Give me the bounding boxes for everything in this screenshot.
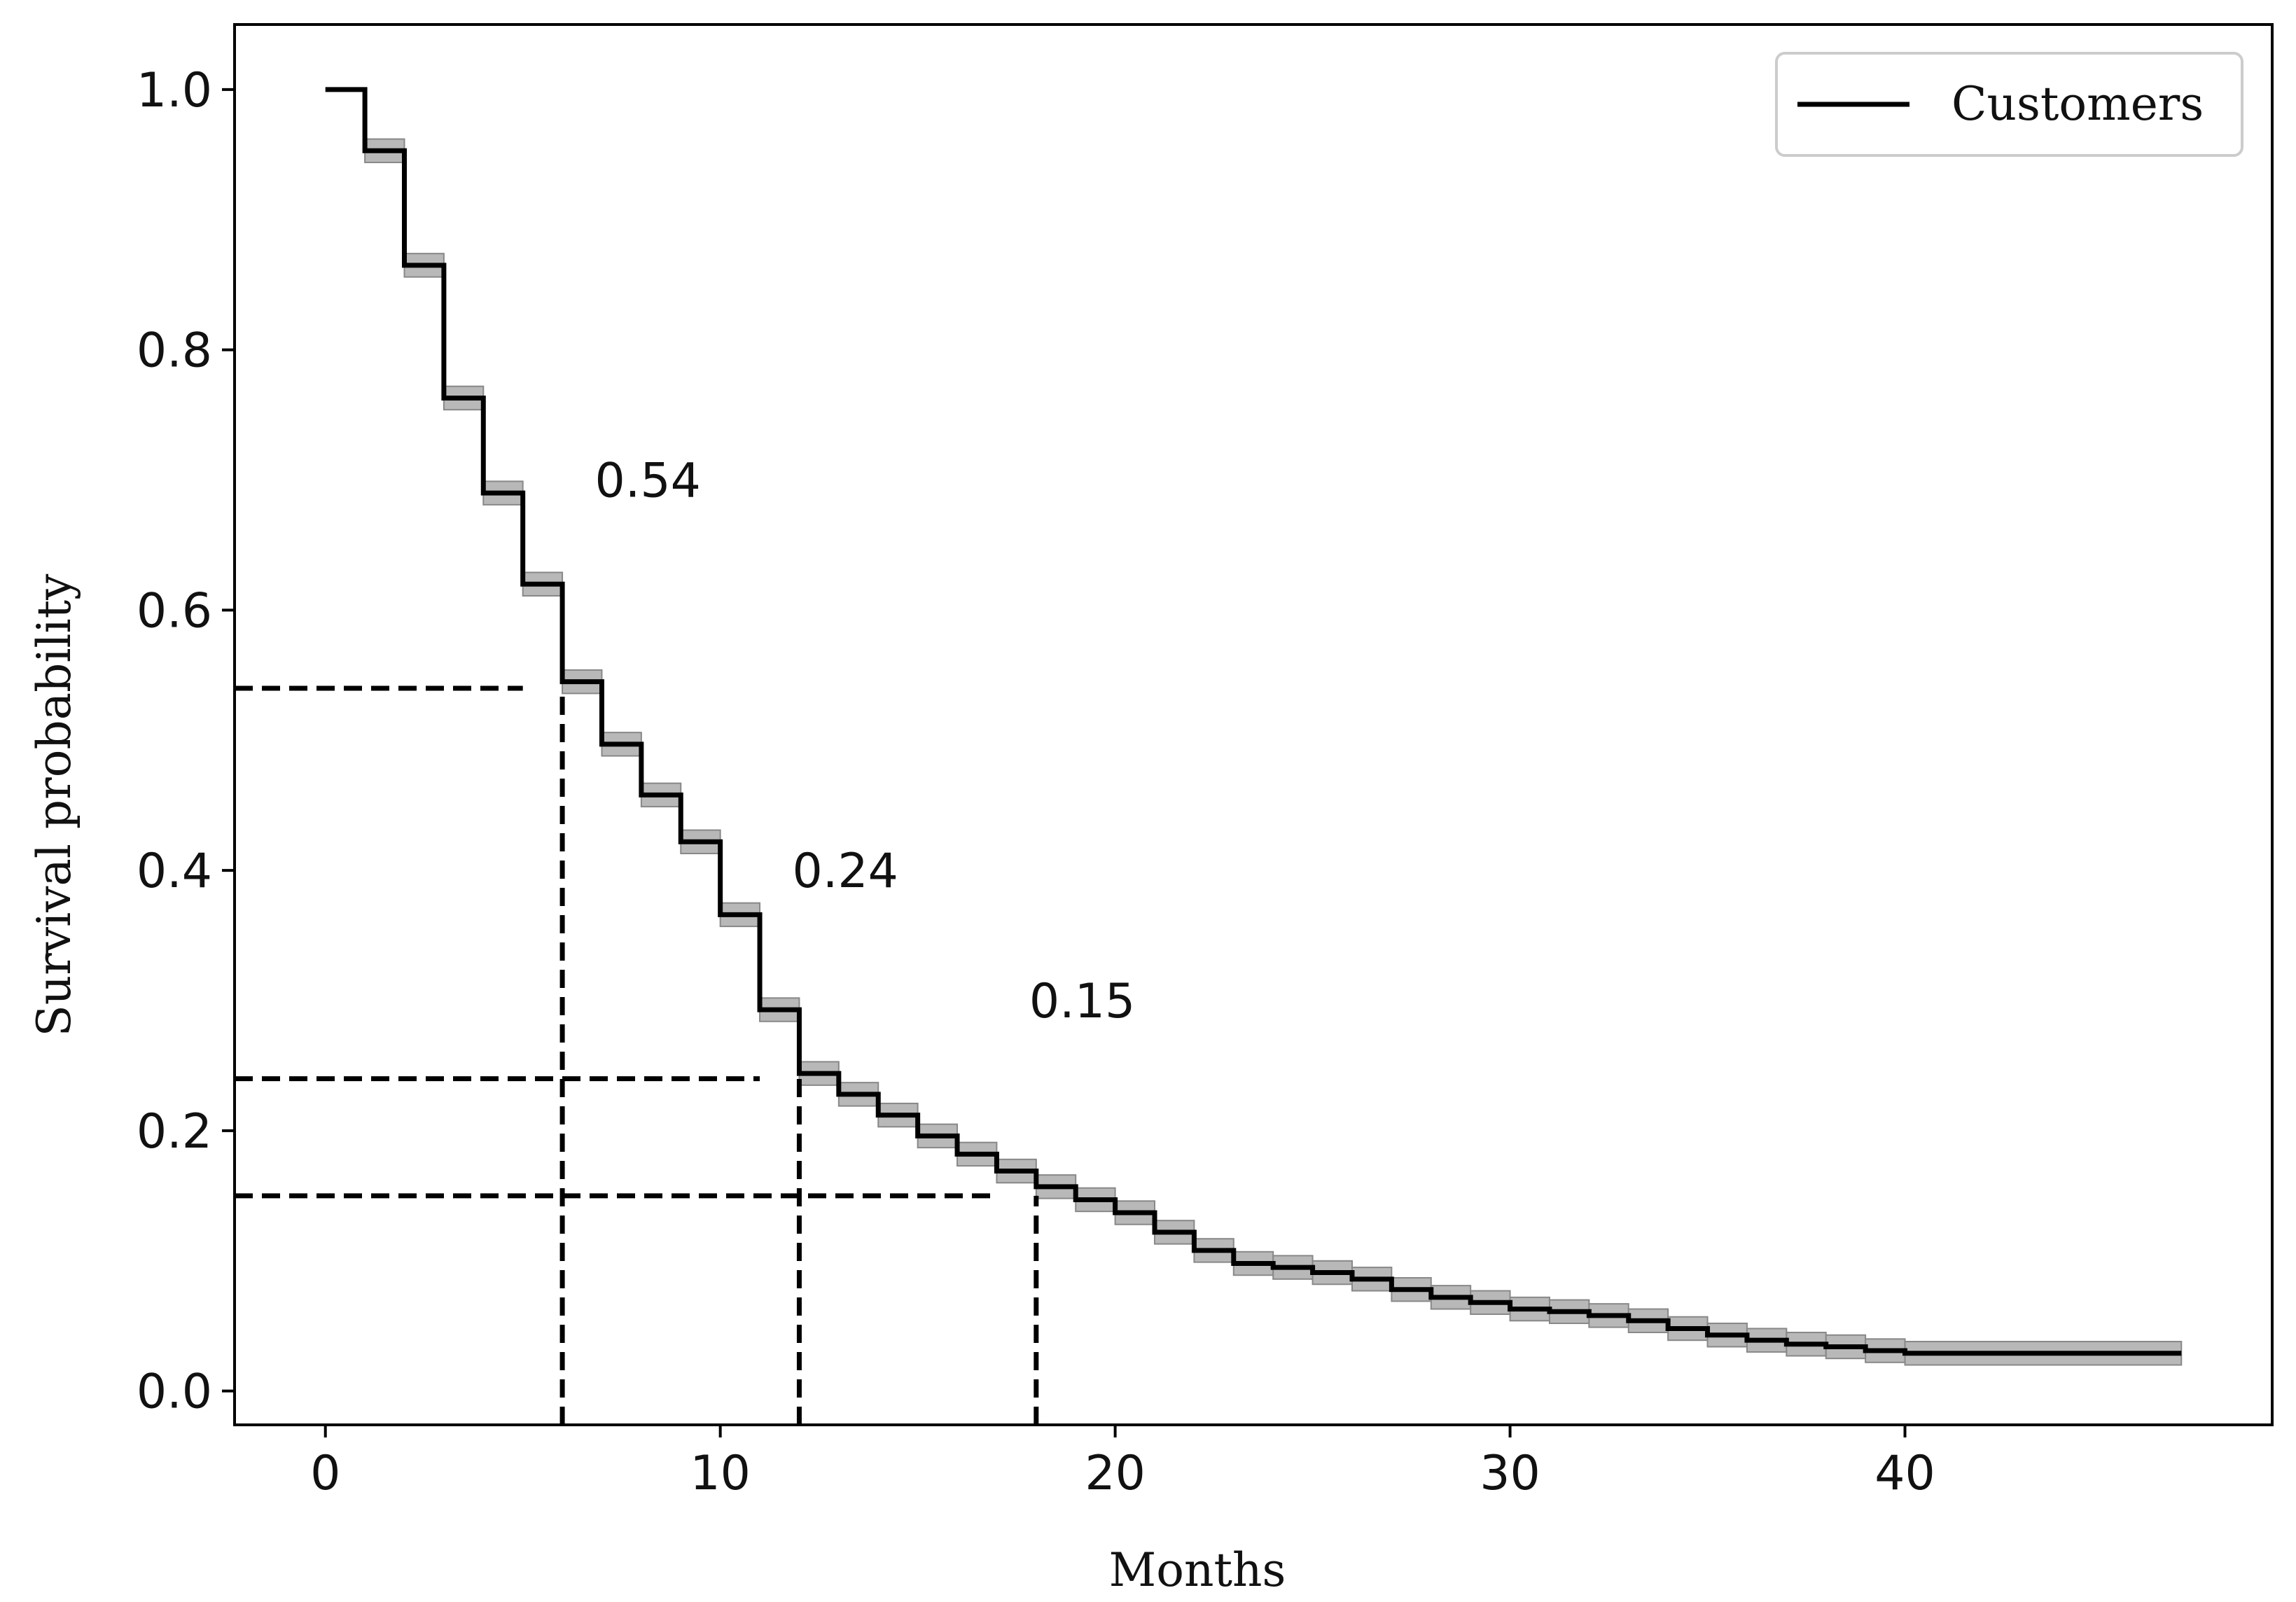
survival-step-line — [325, 87, 2182, 1356]
y-tick-label: 0.4 — [137, 844, 212, 899]
legend-box — [1775, 52, 2243, 157]
y-tick-label: 1.0 — [137, 63, 212, 118]
plot-frame — [233, 23, 2274, 1426]
x-axis-title: Months — [1109, 1543, 1286, 1597]
x-tick-label: 30 — [1480, 1446, 1540, 1501]
legend: Customers — [1775, 52, 2243, 157]
annotation-layer: 0.54 0.24 0.15 — [594, 454, 1135, 1029]
x-tick-label: 40 — [1874, 1446, 1935, 1501]
series-layer — [325, 87, 2182, 1356]
reference-lines-layer — [235, 685, 1039, 1425]
y-tick-label: 0.0 — [137, 1365, 212, 1420]
confidence-band-layer — [364, 138, 2183, 1366]
y-tick-label: 0.6 — [137, 583, 212, 639]
y-tick-label: 0.8 — [137, 323, 212, 379]
y-tick-label: 0.2 — [137, 1104, 212, 1159]
x-tick-label: 20 — [1085, 1446, 1146, 1501]
legend-label-customers: Customers — [1951, 77, 2204, 131]
y-axis-title: Survival probability — [27, 573, 81, 1037]
axes-layer: 0 10 20 30 40 0.0 0.2 0.4 0.6 0.8 1.0 Months Surviva… — [27, 23, 2274, 1597]
x-tick-label: 10 — [690, 1446, 751, 1501]
annotation-label: 0.54 — [594, 454, 700, 509]
annotation-label: 0.15 — [1029, 974, 1135, 1029]
annotation-label: 0.24 — [792, 844, 898, 899]
x-tick-label: 0 — [310, 1446, 340, 1501]
